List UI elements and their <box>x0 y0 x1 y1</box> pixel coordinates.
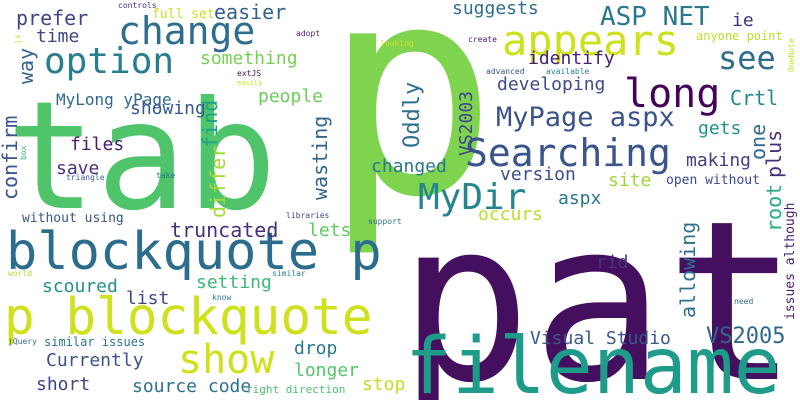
word-full-set: full set <box>152 7 215 22</box>
word-rid: rid <box>596 252 629 273</box>
word-extjs: extJS <box>237 69 262 78</box>
word-showing: showing <box>130 98 206 119</box>
word-right-direction: right direction <box>246 383 346 396</box>
word-adopt: adopt <box>296 29 321 38</box>
word-asp-net: ASP NET <box>600 2 710 32</box>
word-making: making <box>686 150 752 171</box>
word-plus: plus <box>762 129 786 178</box>
word-lets: lets <box>308 220 352 241</box>
word-support: support <box>368 217 402 226</box>
word-change: change <box>118 9 256 53</box>
word-p-blockquote: p blockquote <box>4 288 373 347</box>
word-way: way <box>14 47 38 84</box>
word-occurs: occurs <box>478 204 544 225</box>
word-confirm: confirm <box>0 115 22 200</box>
word-triangle: triangle <box>66 173 105 182</box>
word-take: take <box>156 171 176 180</box>
word-suggests: suggests <box>452 0 539 19</box>
word-setting: setting <box>196 272 272 293</box>
word-p: p <box>323 0 498 261</box>
word-short: short <box>36 374 91 395</box>
word-files: files <box>70 134 125 155</box>
word-allowing: allowing <box>676 221 700 318</box>
word-option: option <box>44 41 175 82</box>
word-currently: Currently <box>46 350 144 371</box>
word-box: box <box>19 145 28 160</box>
word-scoured: scoured <box>42 276 118 297</box>
word-people: people <box>258 86 324 107</box>
word-mydir: MyDir <box>418 177 527 218</box>
word-mylong-ypage: MyLong yPage <box>56 90 172 109</box>
word-open-without: open without <box>666 173 760 188</box>
word-longer: longer <box>294 360 360 381</box>
word-controls: controls <box>118 1 157 10</box>
word-searching: Searching <box>465 131 671 175</box>
word-save: save <box>56 158 100 179</box>
word-vs2005: VS2005 <box>706 324 786 349</box>
word-similar: similar <box>272 269 306 278</box>
word-developing: developing <box>497 74 606 95</box>
word-version: version <box>500 164 576 185</box>
word-root: root <box>762 183 786 232</box>
word-long: long <box>624 71 721 117</box>
word-know: know <box>212 293 232 302</box>
word-list: list <box>126 288 170 309</box>
word-blockquote-p: blockquote p <box>6 222 382 282</box>
word-easier: easier <box>214 0 287 24</box>
word-aspx: aspx <box>558 188 602 209</box>
word-mypage-aspx: MyPage aspx <box>496 102 675 133</box>
word-appears: appears <box>502 16 680 65</box>
word-filename: filename <box>405 322 781 400</box>
word-identify: identify <box>528 48 615 69</box>
word-without-using: without using <box>22 211 124 226</box>
word-stop: stop <box>362 374 406 395</box>
word-create: create <box>468 35 497 44</box>
word-differ: differ <box>206 145 230 218</box>
word-find: find <box>198 99 222 148</box>
word-path: path <box>398 174 800 400</box>
word-world: world <box>8 269 33 278</box>
word-show: show <box>178 337 275 383</box>
word-jquery: jQuery <box>8 337 37 346</box>
word-something: something <box>200 48 298 69</box>
word-crtl: Crtl <box>730 86 779 110</box>
word-visual-studio: Visual Studio <box>530 328 671 349</box>
word-truncated: truncated <box>170 218 279 242</box>
word-ie: ie <box>732 10 754 31</box>
word-onenote: OneNote <box>787 38 796 72</box>
word-advanced: advanced <box>486 67 525 76</box>
word-looking: looking <box>380 39 414 48</box>
word-changed: changed <box>371 156 447 177</box>
word-see: see <box>718 39 776 77</box>
word-wasting: wasting <box>308 115 332 200</box>
word-anyone-point: anyone point <box>696 29 783 43</box>
word-easily: easily <box>237 79 263 87</box>
word-similar-issues: similar issues <box>44 335 146 349</box>
word-js: js <box>13 34 22 44</box>
word-tab: tab <box>6 70 277 244</box>
word-libraries: libraries <box>286 211 330 220</box>
word-prefer: prefer <box>16 6 89 30</box>
word-time: time <box>36 26 80 47</box>
word-site: site <box>608 170 652 191</box>
word-oddly: Oddly <box>400 81 425 148</box>
word-need: need <box>734 297 754 306</box>
word-source-code: source code <box>132 376 252 397</box>
word-drop: drop <box>294 338 338 359</box>
word-available: available <box>546 67 590 76</box>
word-vs2003: VS2003 <box>456 90 477 156</box>
word-gets: gets <box>698 118 742 139</box>
word-issues-although: issues although <box>783 202 798 320</box>
